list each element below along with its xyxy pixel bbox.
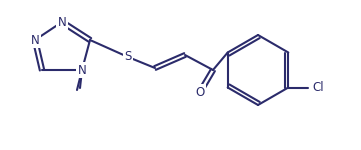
Text: Cl: Cl: [312, 81, 324, 94]
Text: N: N: [31, 33, 39, 46]
Text: N: N: [78, 63, 86, 76]
Text: N: N: [58, 15, 66, 28]
Text: O: O: [195, 85, 205, 99]
Text: S: S: [124, 51, 132, 63]
